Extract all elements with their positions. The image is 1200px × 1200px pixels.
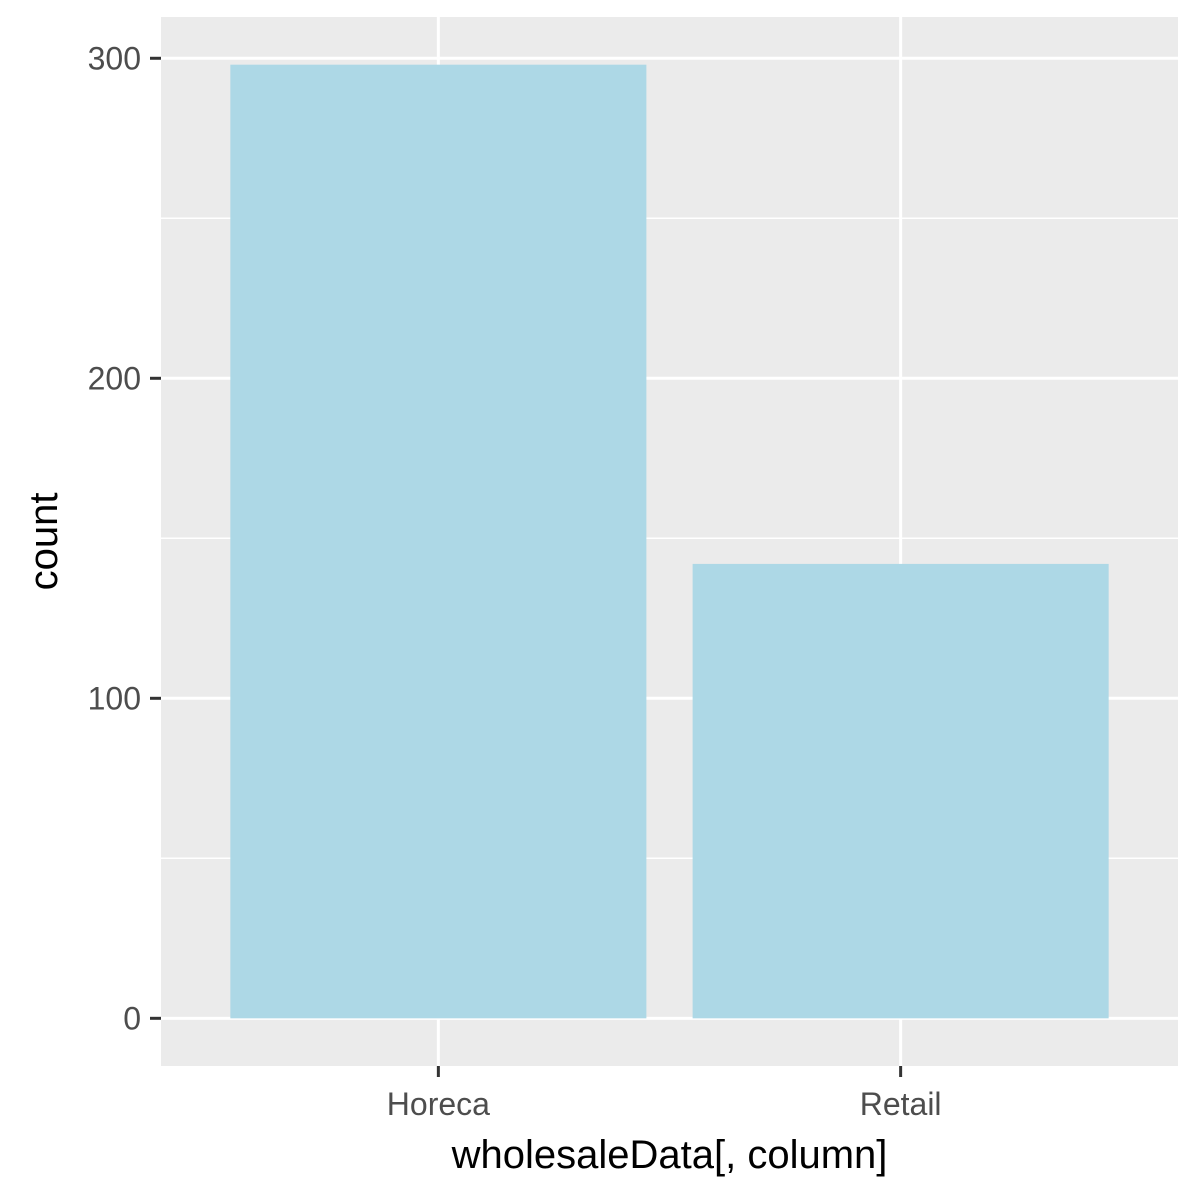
y-tick-label: 300 <box>88 40 141 76</box>
y-tick-label: 100 <box>88 680 141 716</box>
bar-horeca <box>230 64 647 1019</box>
y-tick-label: 0 <box>123 1000 141 1036</box>
x-tick-label: Horeca <box>387 1086 490 1122</box>
y-tick-label: 200 <box>88 360 141 396</box>
x-tick-label: Retail <box>860 1086 942 1122</box>
x-axis: Horeca Retail <box>387 1066 942 1122</box>
bars <box>230 64 1109 1019</box>
bar-retail <box>692 563 1109 1019</box>
y-axis: 0 100 200 300 <box>88 40 161 1036</box>
x-axis-title: wholesaleData[, column] <box>451 1133 888 1177</box>
y-axis-title: count <box>22 493 66 591</box>
